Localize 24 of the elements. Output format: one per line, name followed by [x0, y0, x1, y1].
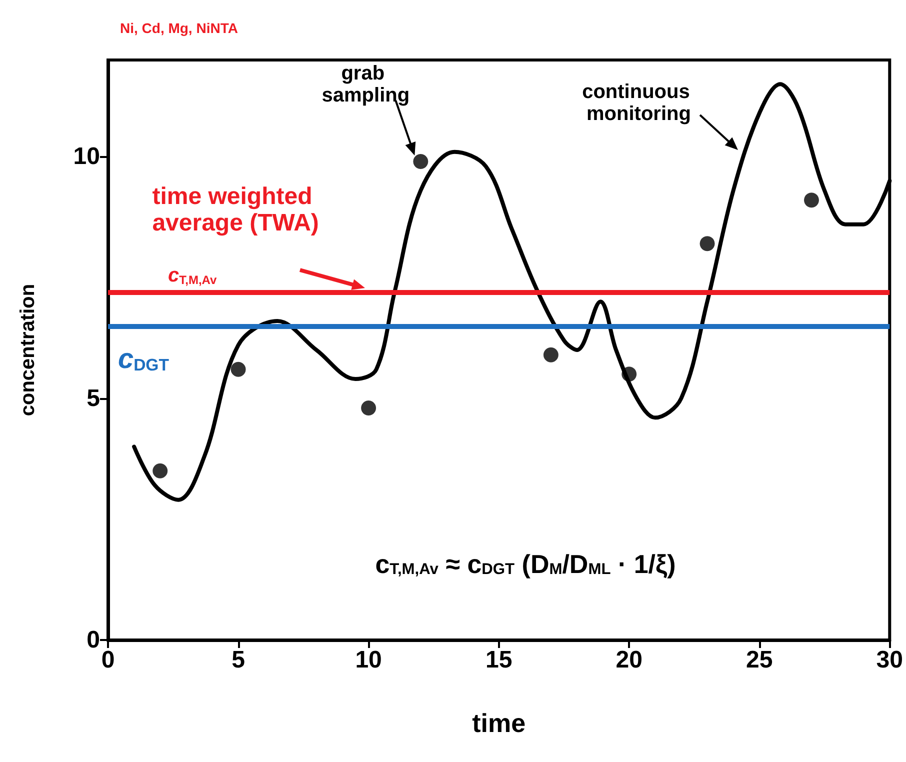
x-tick-label: 25 [746, 646, 773, 674]
x-tick-label: 20 [616, 646, 642, 674]
y-tick-label: 10 [73, 143, 100, 170]
y-tick-label: 5 [86, 384, 100, 412]
text: cT,M,Av ≈ cDGT (DM/DML · 1/ξ) [375, 548, 676, 579]
ref-line-label: cDGT [118, 343, 170, 374]
annotation: time weighted average (TWA) [152, 182, 319, 236]
point [230, 362, 246, 377]
point [700, 236, 715, 252]
point [152, 463, 168, 478]
x-tick-label: 10 [355, 646, 382, 674]
point [413, 154, 428, 169]
point [804, 192, 819, 208]
point [361, 400, 376, 416]
point [543, 347, 558, 362]
annotation: continuous monitoring [582, 80, 696, 125]
chart-title: Ni, Cd, Mg, NiNTA [120, 20, 238, 36]
x-tick-label: 30 [876, 646, 904, 674]
x-tick-label: 5 [232, 646, 245, 674]
x-tick-label: 15 [485, 646, 512, 674]
y-axis-title: concentration [17, 284, 39, 416]
annotation: grab sampling [322, 62, 410, 106]
y-tick-label: 0 [86, 626, 100, 654]
x-axis-title: time [472, 708, 526, 738]
